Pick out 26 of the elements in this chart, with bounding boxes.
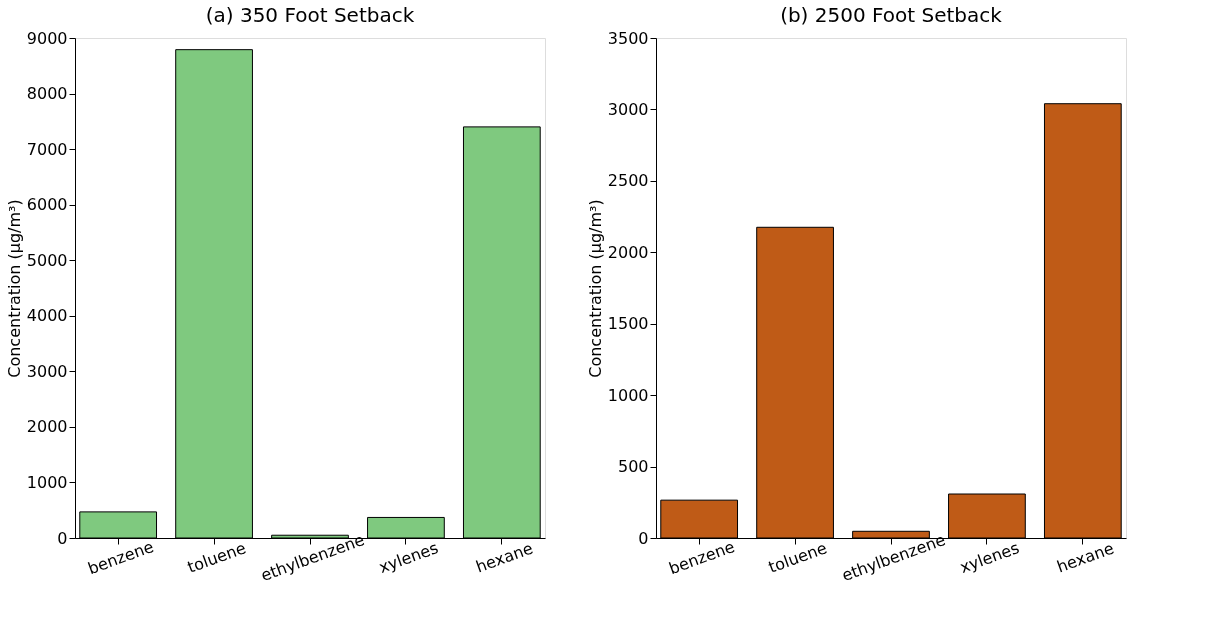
x-tick-label: toluene [765,538,830,577]
x-tick-label: hexane [1054,538,1117,577]
y-tick-label: 6000 [26,195,68,215]
chart-title: (b) 2500 Foot Setback [780,3,1003,27]
y-tick-label: 4000 [26,306,68,326]
y-tick-label: 2000 [26,417,68,437]
x-tick-label: toluene [184,538,249,577]
y-axis-title: Concentration (μg/m³) [585,199,605,378]
y-tick-label: 3000 [607,99,649,119]
y-axis-title: Concentration (μg/m³) [4,199,24,378]
y-tick-label: 500 [617,457,649,477]
y-tick-label: 1000 [607,385,649,405]
chart-title: (a) 350 Foot Setback [205,3,415,27]
y-tick-label: 5000 [26,250,68,270]
y-tick-label: 2000 [607,242,649,262]
y-tick-label: 0 [57,528,68,548]
y-tick-label: 9000 [26,28,68,48]
y-tick-label: 7000 [26,139,68,159]
y-tick-label: 1000 [26,472,68,492]
x-tick-label: hexane [473,538,536,577]
y-tick-label: 0 [638,528,649,548]
y-tick-label: 3500 [607,28,649,48]
y-tick-label: 3000 [26,361,68,381]
y-tick-label: 8000 [26,84,68,104]
y-tick-label: 1500 [607,314,649,334]
y-tick-label: 2500 [607,171,649,191]
